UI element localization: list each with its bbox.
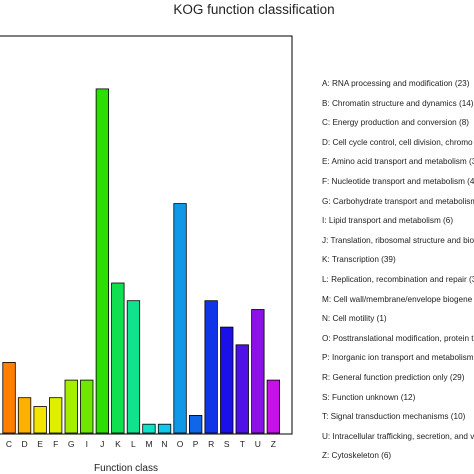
legend-item: J: Translation, ribosomal structure and … [322,235,474,245]
x-tick-label-M: M [145,439,152,449]
bar-G [64,379,78,434]
x-tick-label-D: D [22,439,28,449]
legend-item: M: Cell wall/membrane/envelope biogene [322,294,473,304]
legend-item: R: General function prediction only (29) [322,372,465,382]
legend-item: N: Cell motility (1) [322,314,387,324]
x-tick-label-T: T [240,439,245,449]
bar-U [251,309,265,434]
x-tick-label-S: S [224,439,230,449]
chart-title: KOG function classification [173,2,334,17]
plot-frame [0,35,293,435]
bar-I [80,379,94,434]
bar-L [126,300,141,434]
x-tick-label-J: J [100,439,104,449]
bar-E [33,406,47,434]
x-tick-label-C: C [6,439,12,449]
bar-M [142,423,156,434]
bar-P [188,414,203,434]
bar-F [49,397,63,434]
x-tick-label-Z: Z [271,439,276,449]
legend-item: E: Amino acid transport and metabolism (… [322,157,474,167]
legend-item: B: Chromatin structure and dynamics (14) [322,98,474,108]
x-tick-label-R: R [208,439,214,449]
bar-N [157,423,172,434]
bar-C [2,361,16,434]
x-tick-label-G: G [68,439,75,449]
legend: A: RNA processing and modification (23) B… [322,74,474,466]
bar-J [95,88,109,434]
legend-item: F: Nucleotide transport and metabolism (… [322,176,474,186]
x-tick-label-O: O [177,439,184,449]
legend-item: K: Transcription (39) [322,255,396,265]
legend-item: I: Lipid transport and metabolism (6) [322,216,454,226]
bar-R [204,300,218,434]
x-tick-label-I: I [86,439,88,449]
x-tick-label-K: K [115,439,121,449]
bar-S [220,326,234,434]
x-tick-label-P: P [193,439,199,449]
legend-item: G: Carbohydrate transport and metabolism [322,196,474,206]
bar-K [111,282,125,434]
bar-D [17,397,32,434]
x-tick-label-L: L [131,439,136,449]
bar-T [235,344,249,434]
legend-item: S: Function unknown (12) [322,392,416,402]
legend-item: A: RNA processing and modification (23) [322,79,470,88]
x-axis-label: Function class [94,463,158,474]
x-tick-label-U: U [255,439,261,449]
bar-O [173,203,187,434]
x-tick-label-N: N [161,439,167,449]
legend-item: T: Signal transduction mechanisms (10) [322,412,466,422]
x-tick-label-F: F [53,439,58,449]
legend-item: U: Intracellular trafficking, secretion,… [322,431,474,441]
bar-Z [266,379,281,434]
legend-item: L: Replication, recombination and repair… [322,274,474,284]
legend-item: D: Cell cycle control, cell division, ch… [322,137,473,147]
bars-group [2,88,281,434]
legend-item: Z: Cytoskeleton (6) [322,451,392,461]
legend-item: C: Energy production and conversion (8) [322,118,469,128]
legend-item: P: Inorganic ion transport and metabolis… [322,353,474,363]
x-tick-label-E: E [37,439,43,449]
legend-item: O: Posttranslational modification, prote… [322,333,474,343]
